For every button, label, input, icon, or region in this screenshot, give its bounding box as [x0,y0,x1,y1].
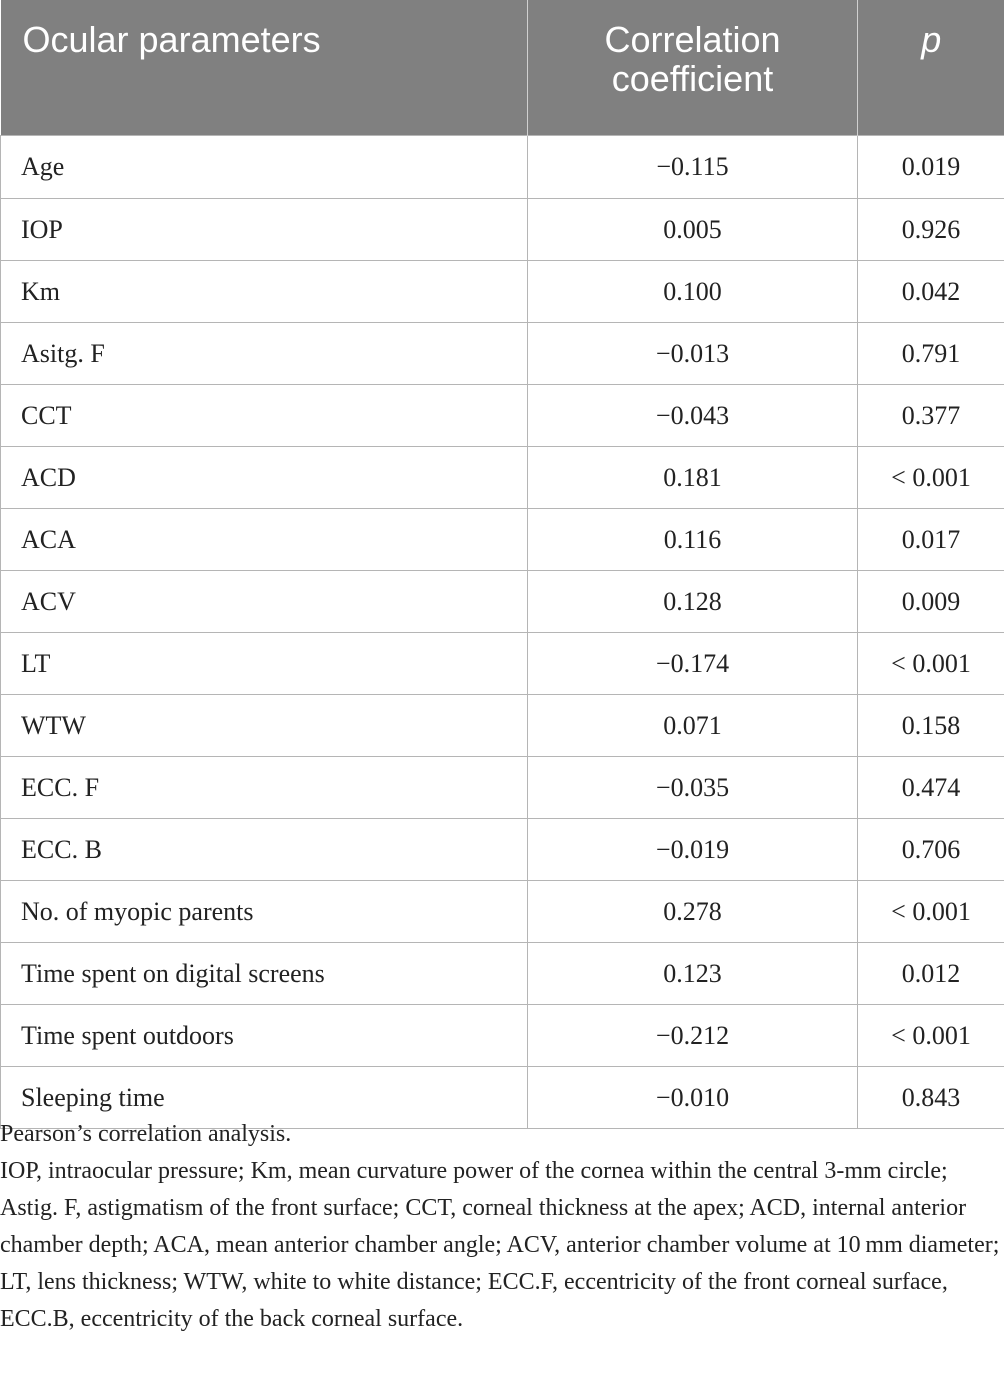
header-correlation-coefficient: Correlation coefficient [527,0,858,136]
parameter-cell: IOP [0,198,528,261]
p-value-cell: 0.019 [857,135,1004,199]
table-row: Sleeping time −0.010 0.843 [0,1066,1004,1129]
table-row: LT −0.174 < 0.001 [0,632,1004,695]
coefficient-cell: −0.013 [527,322,858,385]
p-value-cell: 0.474 [857,756,1004,819]
table-row: ECC. F −0.035 0.474 [0,756,1004,819]
table-row: Asitg. F −0.013 0.791 [0,322,1004,385]
coefficient-cell: 0.278 [527,880,858,943]
coefficient-cell: −0.043 [527,384,858,447]
coefficient-cell: −0.174 [527,632,858,695]
coefficient-cell: 0.071 [527,694,858,757]
p-value-cell: 0.706 [857,818,1004,881]
parameter-cell: Km [0,260,528,323]
table-row: WTW 0.071 0.158 [0,694,1004,757]
coefficient-cell: −0.035 [527,756,858,819]
p-value-cell: < 0.001 [857,1004,1004,1067]
table-row: CCT −0.043 0.377 [0,384,1004,447]
coefficient-cell: 0.116 [527,508,858,571]
table-footnotes: Pearson’s correlation analysis. IOP, int… [0,1116,1004,1338]
table-body: Age −0.115 0.019 IOP 0.005 0.926 Km 0.100 0.042 A… [0,135,1004,1129]
table-row: ECC. B −0.019 0.706 [0,818,1004,881]
table-row: IOP 0.005 0.926 [0,198,1004,261]
header-ocular-parameters: Ocular parameters [0,0,528,136]
p-value-cell: 0.017 [857,508,1004,571]
parameter-cell: Asitg. F [0,322,528,385]
coefficient-cell: 0.005 [527,198,858,261]
table-row: Time spent on digital screens 0.123 0.012 [0,942,1004,1005]
header-correlation-coefficient-label: Correlation coefficient [604,19,781,99]
parameter-cell: LT [0,632,528,695]
coefficient-cell: −0.115 [527,135,858,199]
coefficient-cell: 0.123 [527,942,858,1005]
parameter-cell: ECC. B [0,818,528,881]
parameter-cell: WTW [0,694,528,757]
parameter-cell: Time spent outdoors [0,1004,528,1067]
header-p-value: p [857,0,1004,136]
coefficient-cell: −0.019 [527,818,858,881]
parameter-cell: Time spent on digital screens [0,942,528,1005]
table-row: ACV 0.128 0.009 [0,570,1004,633]
coefficient-cell: 0.100 [527,260,858,323]
p-value-cell: 0.042 [857,260,1004,323]
correlation-table-container: Ocular parameters Correlation coefficien… [0,0,1004,1129]
p-value-cell: 0.158 [857,694,1004,757]
p-value-cell: < 0.001 [857,446,1004,509]
p-value-cell: 0.012 [857,942,1004,1005]
p-value-cell: 0.791 [857,322,1004,385]
parameter-cell: ACV [0,570,528,633]
table-row: Age −0.115 0.019 [0,135,1004,199]
p-value-cell: 0.009 [857,570,1004,633]
table-header: Ocular parameters Correlation coefficien… [0,0,1004,136]
parameter-cell: Sleeping time [0,1066,528,1129]
footnote-abbreviations: IOP, intraocular pressure; Km, mean curv… [0,1158,1000,1332]
parameter-cell: Age [0,135,528,199]
p-value-cell: < 0.001 [857,632,1004,695]
p-value-cell: 0.377 [857,384,1004,447]
parameter-cell: No. of myopic parents [0,880,528,943]
p-value-cell: 0.843 [857,1066,1004,1129]
table-row: ACD 0.181 < 0.001 [0,446,1004,509]
parameter-cell: CCT [0,384,528,447]
p-value-cell: 0.926 [857,198,1004,261]
p-value-cell: < 0.001 [857,880,1004,943]
table-row: Time spent outdoors −0.212 < 0.001 [0,1004,1004,1067]
correlation-table: Ocular parameters Correlation coefficien… [0,0,1004,1129]
header-row: Ocular parameters Correlation coefficien… [0,0,1004,136]
coefficient-cell: −0.212 [527,1004,858,1067]
parameter-cell: ACA [0,508,528,571]
table-row: No. of myopic parents 0.278 < 0.001 [0,880,1004,943]
coefficient-cell: 0.181 [527,446,858,509]
parameter-cell: ACD [0,446,528,509]
coefficient-cell: 0.128 [527,570,858,633]
table-row: Km 0.100 0.042 [0,260,1004,323]
footnote-method: Pearson’s correlation analysis. [0,1121,292,1147]
parameter-cell: ECC. F [0,756,528,819]
table-row: ACA 0.116 0.017 [0,508,1004,571]
coefficient-cell: −0.010 [527,1066,858,1129]
